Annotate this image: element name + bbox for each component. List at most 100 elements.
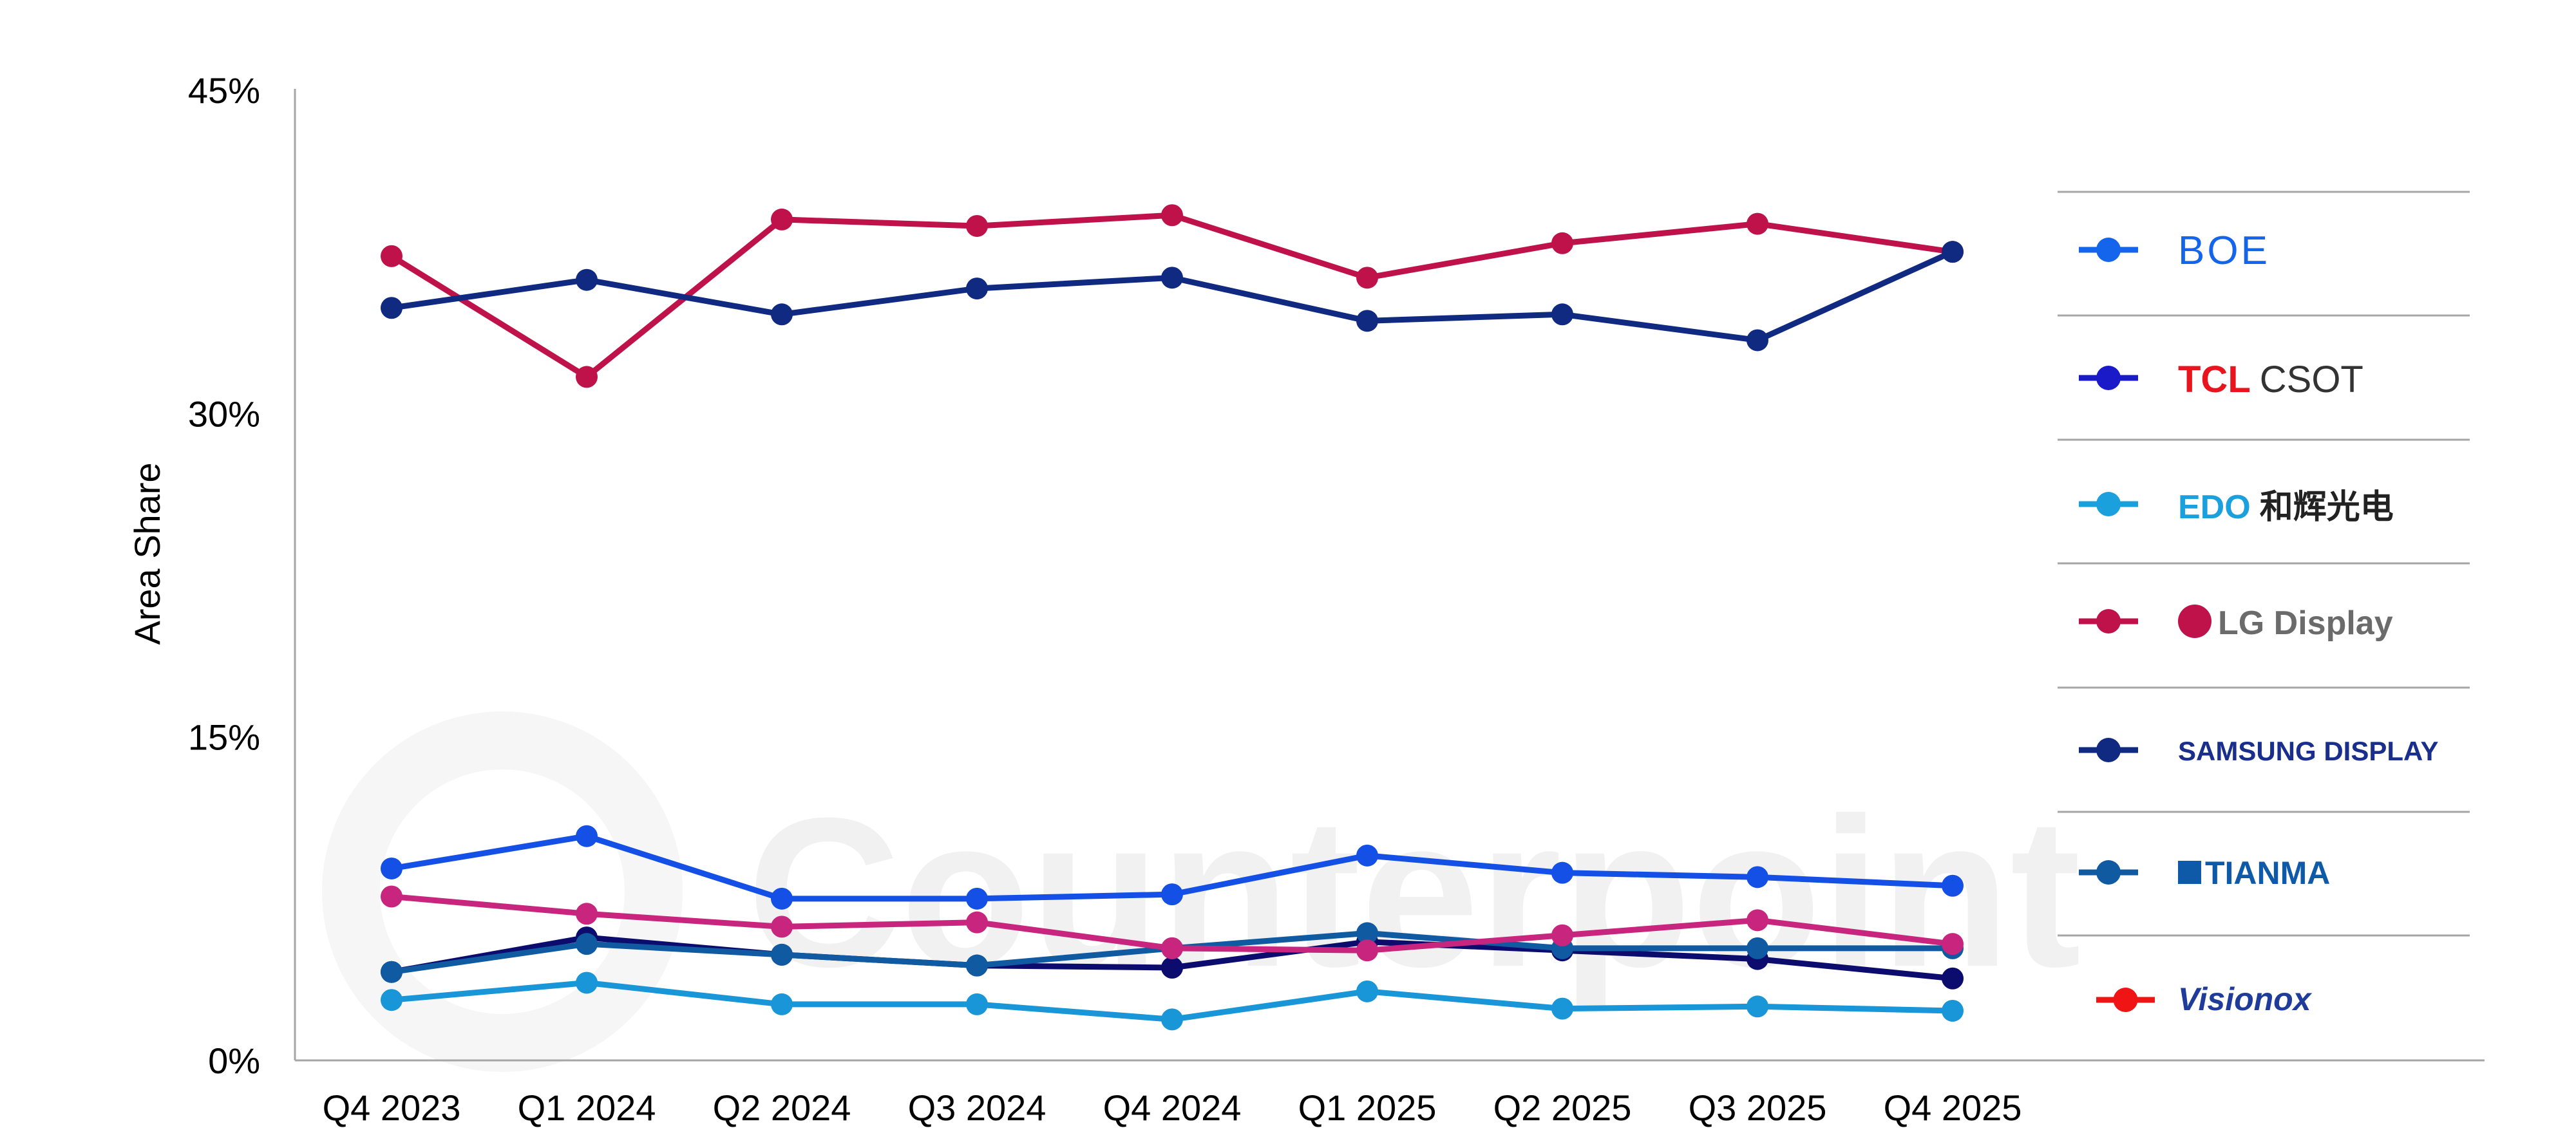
legend-item: TIANMA (2079, 855, 2330, 891)
data-point (1161, 883, 1183, 906)
x-tick-labels: Q4 2023 Q1 2024 Q2 2024 Q3 2024 Q4 2024 Q1 20… (323, 1087, 2022, 1128)
data-point (576, 825, 598, 847)
legend-marker-dot (2096, 366, 2121, 390)
data-point (966, 993, 988, 1015)
data-point (771, 943, 793, 966)
data-point (771, 208, 793, 230)
data-point (1942, 967, 1964, 990)
x-tick-label: Q2 2024 (713, 1087, 851, 1128)
data-point (771, 993, 793, 1015)
data-point (1356, 310, 1378, 332)
series-0 (381, 825, 1964, 910)
legend-marker-dot (2096, 860, 2121, 885)
legend-label: EDO 和辉光电 (2178, 489, 2394, 526)
series-2 (381, 972, 1964, 1031)
data-point (381, 989, 402, 1011)
data-point (1551, 861, 1573, 884)
data-point (966, 214, 988, 237)
watermark-logo-icon (322, 711, 683, 1072)
y-tick-label: 45% (188, 70, 260, 111)
legend-marker-dot (2096, 492, 2121, 516)
y-tick-label: 15% (188, 717, 260, 758)
legend-marker-dot (2096, 738, 2121, 762)
data-point (771, 303, 793, 326)
data-point (1747, 212, 1768, 235)
data-point (576, 903, 598, 925)
data-point (381, 857, 402, 879)
series-line (391, 249, 1954, 343)
x-tick-label: Q4 2025 (1884, 1087, 2022, 1128)
data-point (1551, 303, 1573, 326)
data-point (381, 961, 402, 983)
series-line (390, 212, 1953, 380)
legend-label: Visionox (2178, 981, 2313, 1017)
watermark: Counterpoint (322, 711, 2081, 1072)
data-point (966, 954, 988, 977)
x-tick-label: Q3 2024 (908, 1087, 1046, 1128)
data-point (1161, 267, 1183, 289)
data-point (381, 245, 402, 267)
data-point (1161, 937, 1183, 959)
data-point (1356, 267, 1378, 289)
legend: BOE TCL CSOT EDO 和辉光电 LG Display SAMSUNG DISPL… (2058, 191, 2470, 1017)
data-point (1942, 874, 1964, 897)
x-tick-label: Q4 2023 (323, 1087, 461, 1128)
legend-marker-dot (2096, 238, 2121, 262)
legend-marker-dot (2113, 988, 2138, 1012)
legend-item: LG Display (2079, 605, 2393, 642)
data-point (966, 911, 988, 934)
legend-label: BOE (2178, 229, 2270, 273)
watermark-text: Counterpoint (747, 773, 2081, 1012)
data-point (1356, 844, 1378, 867)
legend-label: TIANMA (2205, 855, 2330, 891)
legend-item: Visionox (2096, 981, 2313, 1017)
series-4 (381, 241, 1964, 352)
legend-marker-dot (2096, 609, 2121, 634)
data-point (1942, 999, 1964, 1022)
series-lines (381, 204, 1964, 1031)
data-point (1942, 241, 1964, 263)
data-point (966, 277, 988, 300)
data-point (1551, 997, 1573, 1020)
legend-item: EDO 和辉光电 (2079, 489, 2394, 526)
data-point (966, 887, 988, 910)
data-point (576, 366, 598, 388)
legend-item: SAMSUNG DISPLAY (2079, 736, 2439, 766)
legend-item: TCL CSOT (2079, 359, 2363, 400)
legend-label: LG Display (2218, 605, 2393, 642)
data-point (1161, 956, 1183, 979)
data-point (1747, 995, 1768, 1018)
data-point (1161, 1008, 1183, 1031)
data-point (1747, 937, 1768, 959)
series-6 (381, 885, 1964, 962)
data-point (1356, 922, 1378, 944)
data-point (1356, 939, 1378, 962)
data-point (381, 297, 402, 319)
y-tick-labels: 0% 15% 30% 45% (188, 70, 260, 1081)
data-point (1747, 866, 1768, 888)
legend-label: SAMSUNG DISPLAY (2178, 736, 2439, 766)
x-tick-label: Q4 2024 (1103, 1087, 1242, 1128)
x-tick-label: Q1 2024 (518, 1087, 656, 1128)
data-point (771, 916, 793, 938)
y-tick-label: 30% (188, 393, 260, 434)
data-point (1551, 232, 1573, 254)
data-point (576, 933, 598, 955)
data-point (1161, 204, 1183, 227)
y-axis-label: Area Share (127, 462, 167, 644)
tianma-logo-icon (2178, 861, 2201, 884)
data-point (1747, 909, 1768, 932)
legend-label: TCL CSOT (2178, 359, 2363, 400)
lg-logo-icon (2178, 605, 2211, 638)
x-tick-label: Q1 2025 (1298, 1087, 1437, 1128)
data-point (576, 268, 598, 291)
legend-item: BOE (2079, 229, 2270, 273)
x-tick-label: Q3 2025 (1689, 1087, 1827, 1128)
data-point (1942, 933, 1964, 955)
data-point (1747, 329, 1768, 352)
y-tick-label: 0% (208, 1040, 260, 1081)
data-point (381, 885, 402, 908)
data-point (576, 972, 598, 994)
series-3 (381, 204, 1964, 388)
